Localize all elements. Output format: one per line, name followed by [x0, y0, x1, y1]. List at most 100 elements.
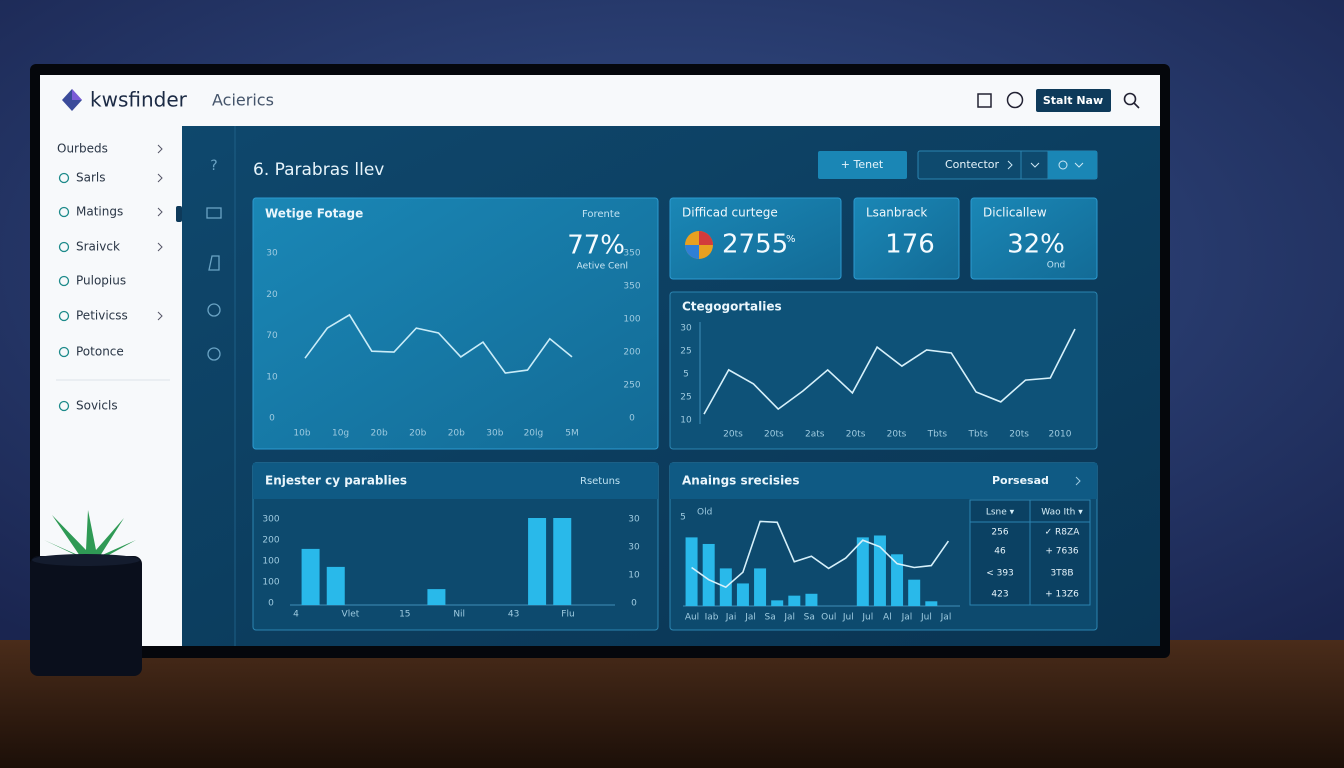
y2-label: 350	[623, 282, 640, 292]
chart-title: Wetige Fotage	[265, 207, 363, 221]
x-label: 20lg	[524, 429, 544, 439]
chart-title: Anaings srecisies	[682, 474, 799, 488]
nav-icon	[58, 310, 70, 322]
kpi-value: 2755	[722, 230, 788, 260]
bar	[528, 518, 547, 605]
rail-settings[interactable]	[207, 303, 221, 317]
x-label: 20ts	[887, 430, 907, 440]
x-label: 20b	[448, 429, 465, 439]
rail-icons: ?	[206, 158, 222, 361]
chart-filter[interactable]: Forente	[582, 209, 620, 220]
x-label: 15	[399, 610, 410, 620]
rail-help[interactable]: ?	[210, 158, 217, 174]
x-label: 20ts	[764, 430, 784, 440]
bar	[685, 537, 698, 606]
plant	[30, 510, 142, 676]
nav-item[interactable]: Sovicls	[76, 399, 118, 413]
y-label: 5	[683, 370, 689, 380]
table-cell: + 7636	[1045, 547, 1079, 557]
y-label: 25	[680, 347, 691, 357]
table-cell: 256	[991, 528, 1008, 538]
chart-filter[interactable]: Rsetuns	[580, 476, 620, 487]
nav-item[interactable]: Ourbeds	[57, 142, 108, 156]
x-label: Tbts	[927, 430, 948, 440]
bar	[805, 593, 818, 606]
connector-label[interactable]: Contector	[945, 158, 1000, 171]
rail-info[interactable]	[207, 347, 221, 361]
nav-item[interactable]: Sarls	[76, 171, 106, 185]
kpi-icon-part	[685, 245, 699, 259]
y2-label: 30	[628, 515, 640, 525]
nav-chevron	[157, 173, 163, 183]
x-label: Sa	[804, 613, 815, 623]
bar	[301, 548, 320, 605]
rail-message[interactable]	[206, 207, 222, 219]
bar	[326, 566, 345, 605]
table-cell: 46	[994, 547, 1006, 557]
y-label: 100	[262, 578, 279, 588]
y2-label: 200	[623, 348, 640, 358]
x-label: Al	[883, 613, 892, 623]
group-option[interactable]	[1048, 151, 1097, 179]
x-label: Sa	[765, 613, 776, 623]
bar	[891, 554, 904, 606]
panel-header	[253, 463, 658, 499]
search-icon[interactable]	[1123, 92, 1137, 106]
x-label: Jal	[744, 613, 756, 623]
kpi-card	[853, 197, 960, 280]
x-label: 20b	[371, 429, 388, 439]
start-button[interactable]	[1036, 89, 1111, 112]
pot-rim	[32, 554, 140, 566]
nav-item[interactable]: Pulopius	[76, 274, 126, 288]
panel-header	[670, 463, 1097, 499]
kpi-card	[970, 197, 1098, 280]
y-label: 200	[262, 536, 279, 546]
y-label: 20	[266, 290, 278, 300]
chart-title: Ctegogortalies	[682, 300, 782, 314]
line	[304, 313, 573, 374]
x-label: 4	[293, 610, 299, 620]
x-label: 10b	[293, 429, 310, 439]
table-cell: 3T8B	[1050, 569, 1073, 579]
add-button[interactable]	[818, 151, 907, 179]
search-icon-handle	[1133, 102, 1140, 109]
y2-label: 250	[623, 381, 640, 391]
x-label: Nil	[453, 610, 465, 620]
nav-item[interactable]: Sraivck	[76, 240, 120, 254]
kpi-sub: Ond	[1047, 261, 1066, 271]
line	[703, 328, 1076, 415]
table-cell: + 13Z6	[1045, 590, 1079, 600]
y-unit: Old	[697, 508, 712, 518]
add-button-label[interactable]: + Tenet	[841, 158, 884, 171]
table-cell: 423	[991, 590, 1008, 600]
nav-icon	[58, 275, 70, 287]
nav-chevron	[157, 311, 163, 321]
x-label: Iab	[705, 613, 719, 623]
kpi-value: 176	[885, 230, 935, 260]
top-bar	[40, 75, 1160, 126]
book-icon[interactable]	[977, 93, 992, 108]
nav-item[interactable]: Potonce	[76, 345, 124, 359]
bar	[908, 579, 921, 606]
bar	[925, 601, 938, 606]
x-label: 20b	[409, 429, 426, 439]
x-label: 20ts	[1009, 430, 1029, 440]
rail-doc[interactable]	[208, 255, 220, 271]
kpi-title: Diclicallew	[983, 206, 1047, 220]
info-icon[interactable]	[1006, 91, 1024, 109]
bar	[702, 543, 715, 606]
y-label: 5	[680, 513, 686, 523]
y2-label: 10	[628, 571, 640, 581]
chart-stat: 77%	[567, 231, 625, 261]
start-button-label[interactable]: Stalt Naw	[1043, 94, 1103, 107]
table-header: Wao Ith ▾	[1041, 508, 1083, 518]
nav-item[interactable]: Petivicss	[76, 309, 128, 323]
x-label: Tbts	[968, 430, 989, 440]
x-label: Jai	[725, 613, 737, 623]
y-label: 300	[262, 515, 279, 525]
leaves	[44, 510, 136, 562]
table-cell: ✓ R8ZA	[1045, 528, 1081, 538]
nav-item[interactable]: Matings	[76, 205, 123, 219]
nav-icon	[58, 206, 70, 218]
